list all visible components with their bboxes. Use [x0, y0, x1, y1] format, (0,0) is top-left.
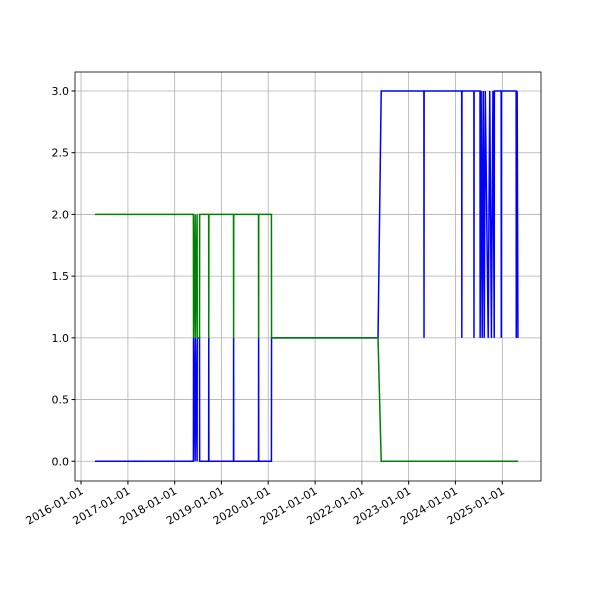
y-tick-label: 0.0: [52, 455, 70, 468]
series-line: [94, 213, 518, 462]
y-tick-label: 3.0: [52, 85, 70, 98]
y-tick-label: 2.0: [52, 208, 70, 221]
y-tick-label: 2.5: [52, 147, 70, 160]
y-tick-label: 1.0: [52, 332, 70, 345]
plot-frame: [74, 71, 542, 482]
y-tick-label: 1.5: [52, 270, 70, 283]
series-line: [94, 90, 519, 462]
y-tick-label: 0.5: [52, 394, 70, 407]
